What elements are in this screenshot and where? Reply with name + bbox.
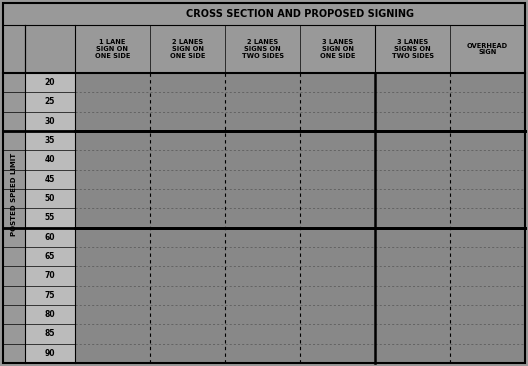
- Bar: [3, 92, 25, 112]
- Bar: [3, 324, 25, 344]
- Bar: [450, 25, 525, 73]
- Bar: [300, 25, 375, 73]
- Bar: [75, 344, 525, 363]
- Text: 2 LANES
SIGN ON
ONE SIDE: 2 LANES SIGN ON ONE SIDE: [170, 39, 205, 59]
- Bar: [3, 305, 25, 324]
- Bar: [25, 208, 75, 228]
- Text: 3 LANES
SIGN ON
ONE SIDE: 3 LANES SIGN ON ONE SIDE: [320, 39, 355, 59]
- Text: 90: 90: [45, 349, 55, 358]
- Bar: [150, 25, 225, 73]
- Bar: [75, 266, 525, 286]
- Bar: [3, 286, 25, 305]
- Bar: [75, 208, 525, 228]
- Bar: [25, 286, 75, 305]
- Bar: [25, 189, 75, 208]
- Bar: [25, 247, 75, 266]
- Bar: [3, 170, 25, 189]
- Bar: [25, 305, 75, 324]
- Bar: [3, 112, 25, 131]
- Bar: [3, 25, 25, 73]
- Bar: [75, 131, 525, 150]
- Bar: [25, 150, 75, 170]
- Bar: [3, 344, 25, 363]
- Bar: [3, 247, 25, 266]
- Text: 25: 25: [45, 97, 55, 107]
- Bar: [25, 73, 75, 92]
- Bar: [3, 189, 25, 208]
- Text: POSTED SPEED LIMIT: POSTED SPEED LIMIT: [11, 152, 17, 236]
- Text: 65: 65: [45, 252, 55, 261]
- Bar: [75, 150, 525, 170]
- Text: 85: 85: [45, 329, 55, 339]
- Bar: [225, 25, 300, 73]
- Text: 75: 75: [45, 291, 55, 300]
- Text: 40: 40: [45, 156, 55, 164]
- Bar: [75, 92, 525, 112]
- Bar: [75, 3, 525, 25]
- Text: 30: 30: [45, 117, 55, 126]
- Bar: [75, 112, 525, 131]
- Text: 20: 20: [45, 78, 55, 87]
- Text: 1 LANE
SIGN ON
ONE SIDE: 1 LANE SIGN ON ONE SIDE: [95, 39, 130, 59]
- Bar: [75, 247, 525, 266]
- Bar: [75, 228, 525, 247]
- Bar: [25, 228, 75, 247]
- Text: OVERHEAD
SIGN: OVERHEAD SIGN: [467, 42, 508, 56]
- Text: 2 LANES
SIGNS ON
TWO SIDES: 2 LANES SIGNS ON TWO SIDES: [241, 39, 284, 59]
- Bar: [75, 73, 525, 92]
- Bar: [25, 170, 75, 189]
- Bar: [25, 112, 75, 131]
- Text: 3 LANES
SIGNS ON
TWO SIDES: 3 LANES SIGNS ON TWO SIDES: [391, 39, 433, 59]
- Bar: [25, 324, 75, 344]
- Bar: [3, 150, 25, 170]
- Text: 45: 45: [45, 175, 55, 184]
- Text: 55: 55: [45, 213, 55, 223]
- Bar: [3, 208, 25, 228]
- Bar: [3, 131, 25, 150]
- Text: 80: 80: [45, 310, 55, 319]
- Text: 70: 70: [45, 272, 55, 280]
- Bar: [25, 92, 75, 112]
- Text: 35: 35: [45, 136, 55, 145]
- Bar: [25, 344, 75, 363]
- Bar: [75, 286, 525, 305]
- Bar: [75, 305, 525, 324]
- Bar: [375, 25, 450, 73]
- Bar: [25, 25, 75, 73]
- Bar: [75, 189, 525, 208]
- Bar: [75, 324, 525, 344]
- Bar: [25, 266, 75, 286]
- Text: 50: 50: [45, 194, 55, 203]
- Bar: [3, 266, 25, 286]
- Text: 60: 60: [45, 233, 55, 242]
- Bar: [3, 73, 25, 92]
- Bar: [75, 25, 150, 73]
- Text: CROSS SECTION AND PROPOSED SIGNING: CROSS SECTION AND PROPOSED SIGNING: [186, 9, 414, 19]
- Bar: [25, 131, 75, 150]
- Bar: [75, 170, 525, 189]
- Bar: [3, 228, 25, 247]
- Bar: [3, 3, 75, 25]
